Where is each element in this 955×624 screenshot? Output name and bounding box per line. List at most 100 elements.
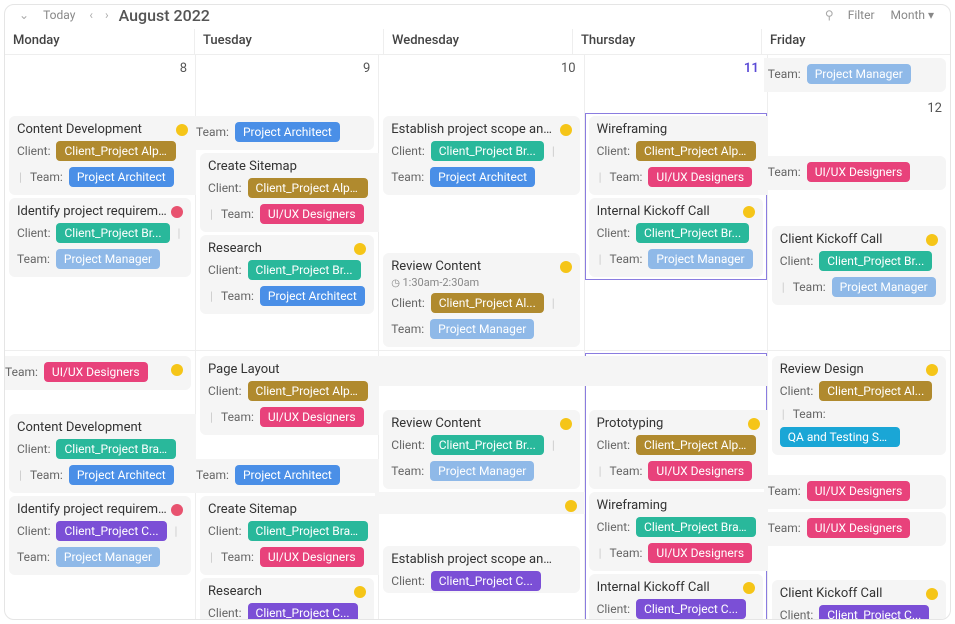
- event-title[interactable]: Identify project requirements: [17, 204, 167, 219]
- event-card[interactable]: Content DevelopmentClient:Client_Project…: [9, 414, 196, 493]
- event-card[interactable]: Team:Project Architect: [192, 116, 374, 150]
- event-card[interactable]: WireframingClient:Client_Project Bravo|T…: [589, 492, 768, 571]
- event-title[interactable]: Client Kickoff Call: [780, 232, 922, 247]
- event-card[interactable]: Review Content1:30am-2:30amClient:Client…: [383, 253, 579, 347]
- tag-pill[interactable]: QA and Testing Special: [780, 427, 900, 447]
- tag-pill[interactable]: Client_Project C...: [431, 571, 541, 591]
- event-card[interactable]: Client Kickoff CallClient:Client_Project…: [772, 226, 946, 305]
- tag-pill[interactable]: Client_Project C...: [248, 603, 358, 619]
- tag-pill[interactable]: Project Manager: [648, 249, 752, 269]
- day-cell[interactable]: 8Content DevelopmentClient:Client_Projec…: [5, 55, 195, 350]
- tag-pill[interactable]: UI/UX Designers: [260, 547, 364, 567]
- day-cell[interactable]: Team:Project Manager12Team:UI/UX Designe…: [767, 55, 950, 350]
- event-title[interactable]: Wireframing: [597, 122, 744, 137]
- tag-pill[interactable]: Project Architect: [69, 167, 174, 187]
- event-card[interactable]: Review DesignClient:Client_Project Al...…: [772, 356, 946, 455]
- tag-pill[interactable]: Project Manager: [832, 277, 936, 297]
- event-card[interactable]: ResearchClient:Client_Project Br...|Team…: [200, 235, 374, 314]
- event-card[interactable]: [375, 492, 584, 514]
- tag-pill[interactable]: Project Manager: [56, 249, 160, 269]
- event-card[interactable]: Team:UI/UX Designers: [764, 156, 946, 190]
- tag-pill[interactable]: Client_Project Br...: [431, 435, 544, 455]
- tag-pill[interactable]: Project Manager: [56, 547, 160, 567]
- event-title[interactable]: Establish project scope and lim: [391, 122, 555, 137]
- event-title[interactable]: Identify project requirements: [17, 502, 167, 517]
- event-card[interactable]: [581, 356, 768, 386]
- event-card[interactable]: Content DevelopmentClient:Client_Project…: [9, 116, 196, 195]
- event-card[interactable]: Internal Kickoff CallClient:Client_Proje…: [589, 198, 763, 277]
- today-button[interactable]: Today: [39, 6, 79, 24]
- event-card[interactable]: Identify project requirementsClient:Clie…: [9, 496, 191, 575]
- tag-pill[interactable]: UI/UX Designers: [648, 543, 752, 563]
- event-card[interactable]: WireframingClient:Client_Project Alpha|T…: [589, 116, 768, 195]
- event-card[interactable]: Establish project scope and limClient:Cl…: [383, 546, 579, 593]
- tag-pill[interactable]: UI/UX Designers: [260, 407, 364, 427]
- event-title[interactable]: Content Development: [17, 420, 172, 435]
- tag-pill[interactable]: Client_Project Alpha: [56, 141, 176, 161]
- tag-pill[interactable]: Project Manager: [430, 461, 534, 481]
- event-card[interactable]: Team:UI/UX Designers: [764, 475, 946, 509]
- event-title[interactable]: Establish project scope and lim: [391, 552, 555, 567]
- event-card[interactable]: Team:UI/UX Designers: [5, 356, 191, 390]
- tag-pill[interactable]: Project Manager: [807, 64, 911, 84]
- event-title[interactable]: Create Sitemap: [208, 159, 355, 174]
- event-card[interactable]: Team:Project Manager: [764, 58, 946, 92]
- event-title[interactable]: Review Content: [391, 416, 555, 431]
- tag-pill[interactable]: UI/UX Designers: [260, 204, 364, 224]
- day-cell[interactable]: 9Team:Project ArchitectCreate SitemapCli…: [195, 55, 378, 350]
- tag-pill[interactable]: Client_Project Alpha: [248, 381, 368, 401]
- tag-pill[interactable]: UI/UX Designers: [807, 518, 911, 538]
- event-title[interactable]: Content Development: [17, 122, 172, 137]
- tag-pill[interactable]: UI/UX Designers: [648, 461, 752, 481]
- tag-pill[interactable]: Client_Project Bravo: [248, 521, 368, 541]
- day-cell[interactable]: 18PrototypingClient:Client_Project Alpha…: [584, 351, 767, 619]
- tag-pill[interactable]: Client_Project C...: [819, 605, 929, 619]
- tag-pill[interactable]: Project Manager: [430, 319, 534, 339]
- tag-pill[interactable]: Client_Project C...: [636, 599, 746, 619]
- toolbar-menu-icon[interactable]: ⌄: [17, 8, 31, 22]
- event-card[interactable]: PrototypingClient:Client_Project Alpha|T…: [589, 410, 768, 489]
- tag-pill[interactable]: Project Architect: [260, 286, 365, 306]
- event-card[interactable]: Team:UI/UX Designers: [764, 512, 946, 546]
- event-card[interactable]: Establish project scope and limClient:Cl…: [383, 116, 579, 195]
- tag-pill[interactable]: Client_Project Alpha: [636, 435, 756, 455]
- tag-pill[interactable]: UI/UX Designers: [807, 162, 911, 182]
- tag-pill[interactable]: UI/UX Designers: [44, 362, 148, 382]
- tag-pill[interactable]: UI/UX Designers: [807, 481, 911, 501]
- event-card[interactable]: Client Kickoff CallClient:Client_Project…: [772, 580, 946, 619]
- tag-pill[interactable]: Client_Project Br...: [636, 223, 749, 243]
- event-title[interactable]: Research: [208, 241, 350, 256]
- event-title[interactable]: Prototyping: [597, 416, 744, 431]
- event-title[interactable]: Create Sitemap: [208, 502, 355, 517]
- tag-pill[interactable]: Project Architect: [235, 122, 340, 142]
- tag-pill[interactable]: Client_Project Br...: [819, 251, 932, 271]
- tag-pill[interactable]: Client_Project Br...: [248, 260, 361, 280]
- event-card[interactable]: ResearchClient:Client_Project C...|Team:…: [200, 578, 374, 619]
- event-title[interactable]: Wireframing: [597, 498, 744, 513]
- tag-pill[interactable]: Client_Project Bravo: [636, 517, 756, 537]
- event-title[interactable]: Page Layout: [208, 362, 355, 377]
- filter-icon[interactable]: ⚲: [823, 8, 836, 22]
- day-cell[interactable]: 19Review DesignClient:Client_Project Al.…: [767, 351, 950, 619]
- event-card[interactable]: [375, 356, 584, 386]
- prev-month-icon[interactable]: ‹: [87, 8, 95, 22]
- event-title[interactable]: Client Kickoff Call: [780, 586, 922, 601]
- event-card[interactable]: Review ContentClient:Client_Project Br..…: [383, 410, 579, 489]
- day-cell[interactable]: 16Page LayoutClient:Client_Project Alpha…: [195, 351, 378, 619]
- tag-pill[interactable]: Client_Project Al...: [819, 381, 932, 401]
- view-select[interactable]: Month ▾: [887, 6, 938, 24]
- tag-pill[interactable]: Project Architect: [430, 167, 535, 187]
- event-card[interactable]: Create SitemapClient:Client_Project Alph…: [200, 153, 379, 232]
- event-title[interactable]: Review Design: [780, 362, 922, 377]
- event-card[interactable]: Team:Project Architect: [192, 459, 379, 493]
- event-card[interactable]: Page LayoutClient:Client_Project Alpha|T…: [200, 356, 379, 435]
- tag-pill[interactable]: Client_Project Bravo: [56, 439, 176, 459]
- tag-pill[interactable]: Project Architect: [69, 465, 174, 485]
- day-cell[interactable]: 10Establish project scope and limClient:…: [378, 55, 583, 350]
- event-title[interactable]: Internal Kickoff Call: [597, 204, 739, 219]
- tag-pill[interactable]: Project Architect: [235, 465, 340, 485]
- event-title[interactable]: Internal Kickoff Call: [597, 580, 739, 595]
- event-title[interactable]: Review Content: [391, 259, 555, 274]
- day-cell[interactable]: 15Team:UI/UX DesignersContent Developmen…: [5, 351, 195, 619]
- day-cell[interactable]: 11WireframingClient:Client_Project Alpha…: [584, 55, 767, 350]
